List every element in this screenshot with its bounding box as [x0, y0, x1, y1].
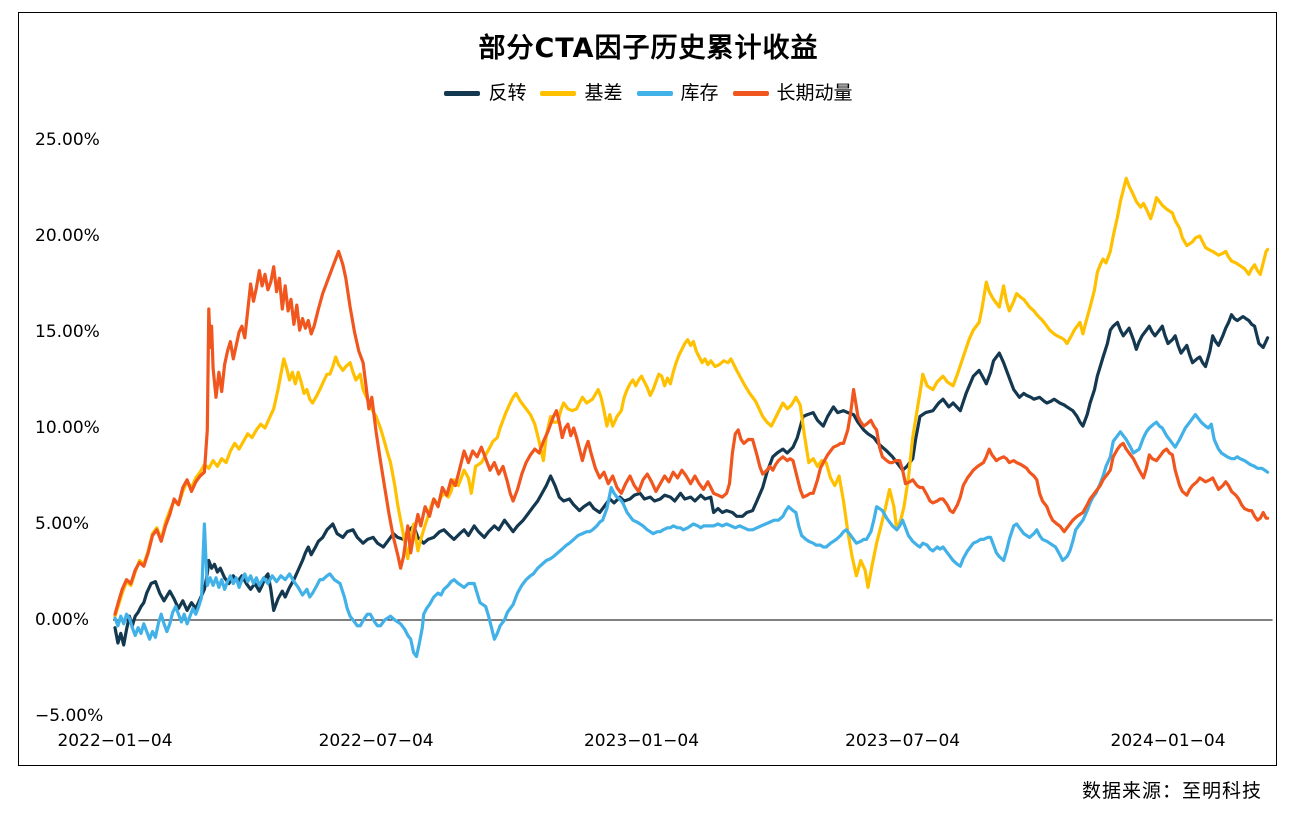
- x-tick-label: 2024−01−04: [1110, 731, 1226, 751]
- chart-legend: 反转 基差 库存 长期动量: [0, 84, 1297, 103]
- x-tick-label: 2023−01−04: [583, 731, 700, 751]
- legend-label: 长期动量: [776, 82, 853, 104]
- chart-title: 部分CTA因子历史累计收益: [478, 33, 819, 64]
- legend-swatch-icon: [444, 91, 481, 96]
- y-tick-label: 0.00%: [35, 610, 90, 630]
- legend-swatch-icon: [732, 91, 769, 96]
- legend-swatch-icon: [636, 91, 673, 96]
- source-note: 数据来源：至明科技: [1081, 780, 1262, 802]
- legend-item-反转: 反转: [444, 84, 526, 103]
- legend-label: 基差: [584, 82, 623, 104]
- y-tick-label: 5.00%: [35, 514, 90, 534]
- series-line-基差: [113, 176, 1270, 618]
- y-tick-label: 20.00%: [35, 226, 100, 246]
- y-tick-label: −5.00%: [35, 706, 104, 726]
- legend-item-库存: 库存: [636, 82, 719, 104]
- x-tick-label: 2022−07−04: [318, 731, 434, 751]
- x-tick-label: 2022−01−04: [57, 731, 173, 751]
- x-tick-label: 2023−07−04: [845, 731, 961, 751]
- chart-frame: [18, 12, 1277, 766]
- series-line-反转: [113, 313, 1270, 647]
- series-line-长期动量: [113, 249, 1270, 616]
- y-tick-label: 10.00%: [35, 418, 100, 438]
- legend-swatch-icon: [540, 91, 577, 96]
- legend-item-长期动量: 长期动量: [732, 82, 853, 104]
- legend-label: 反转: [488, 82, 527, 104]
- y-tick-label: 15.00%: [35, 322, 100, 342]
- legend-item-基差: 基差: [540, 82, 623, 104]
- y-tick-label: 25.00%: [35, 130, 100, 150]
- legend-label: 库存: [680, 82, 719, 104]
- series-line-库存: [113, 413, 1270, 659]
